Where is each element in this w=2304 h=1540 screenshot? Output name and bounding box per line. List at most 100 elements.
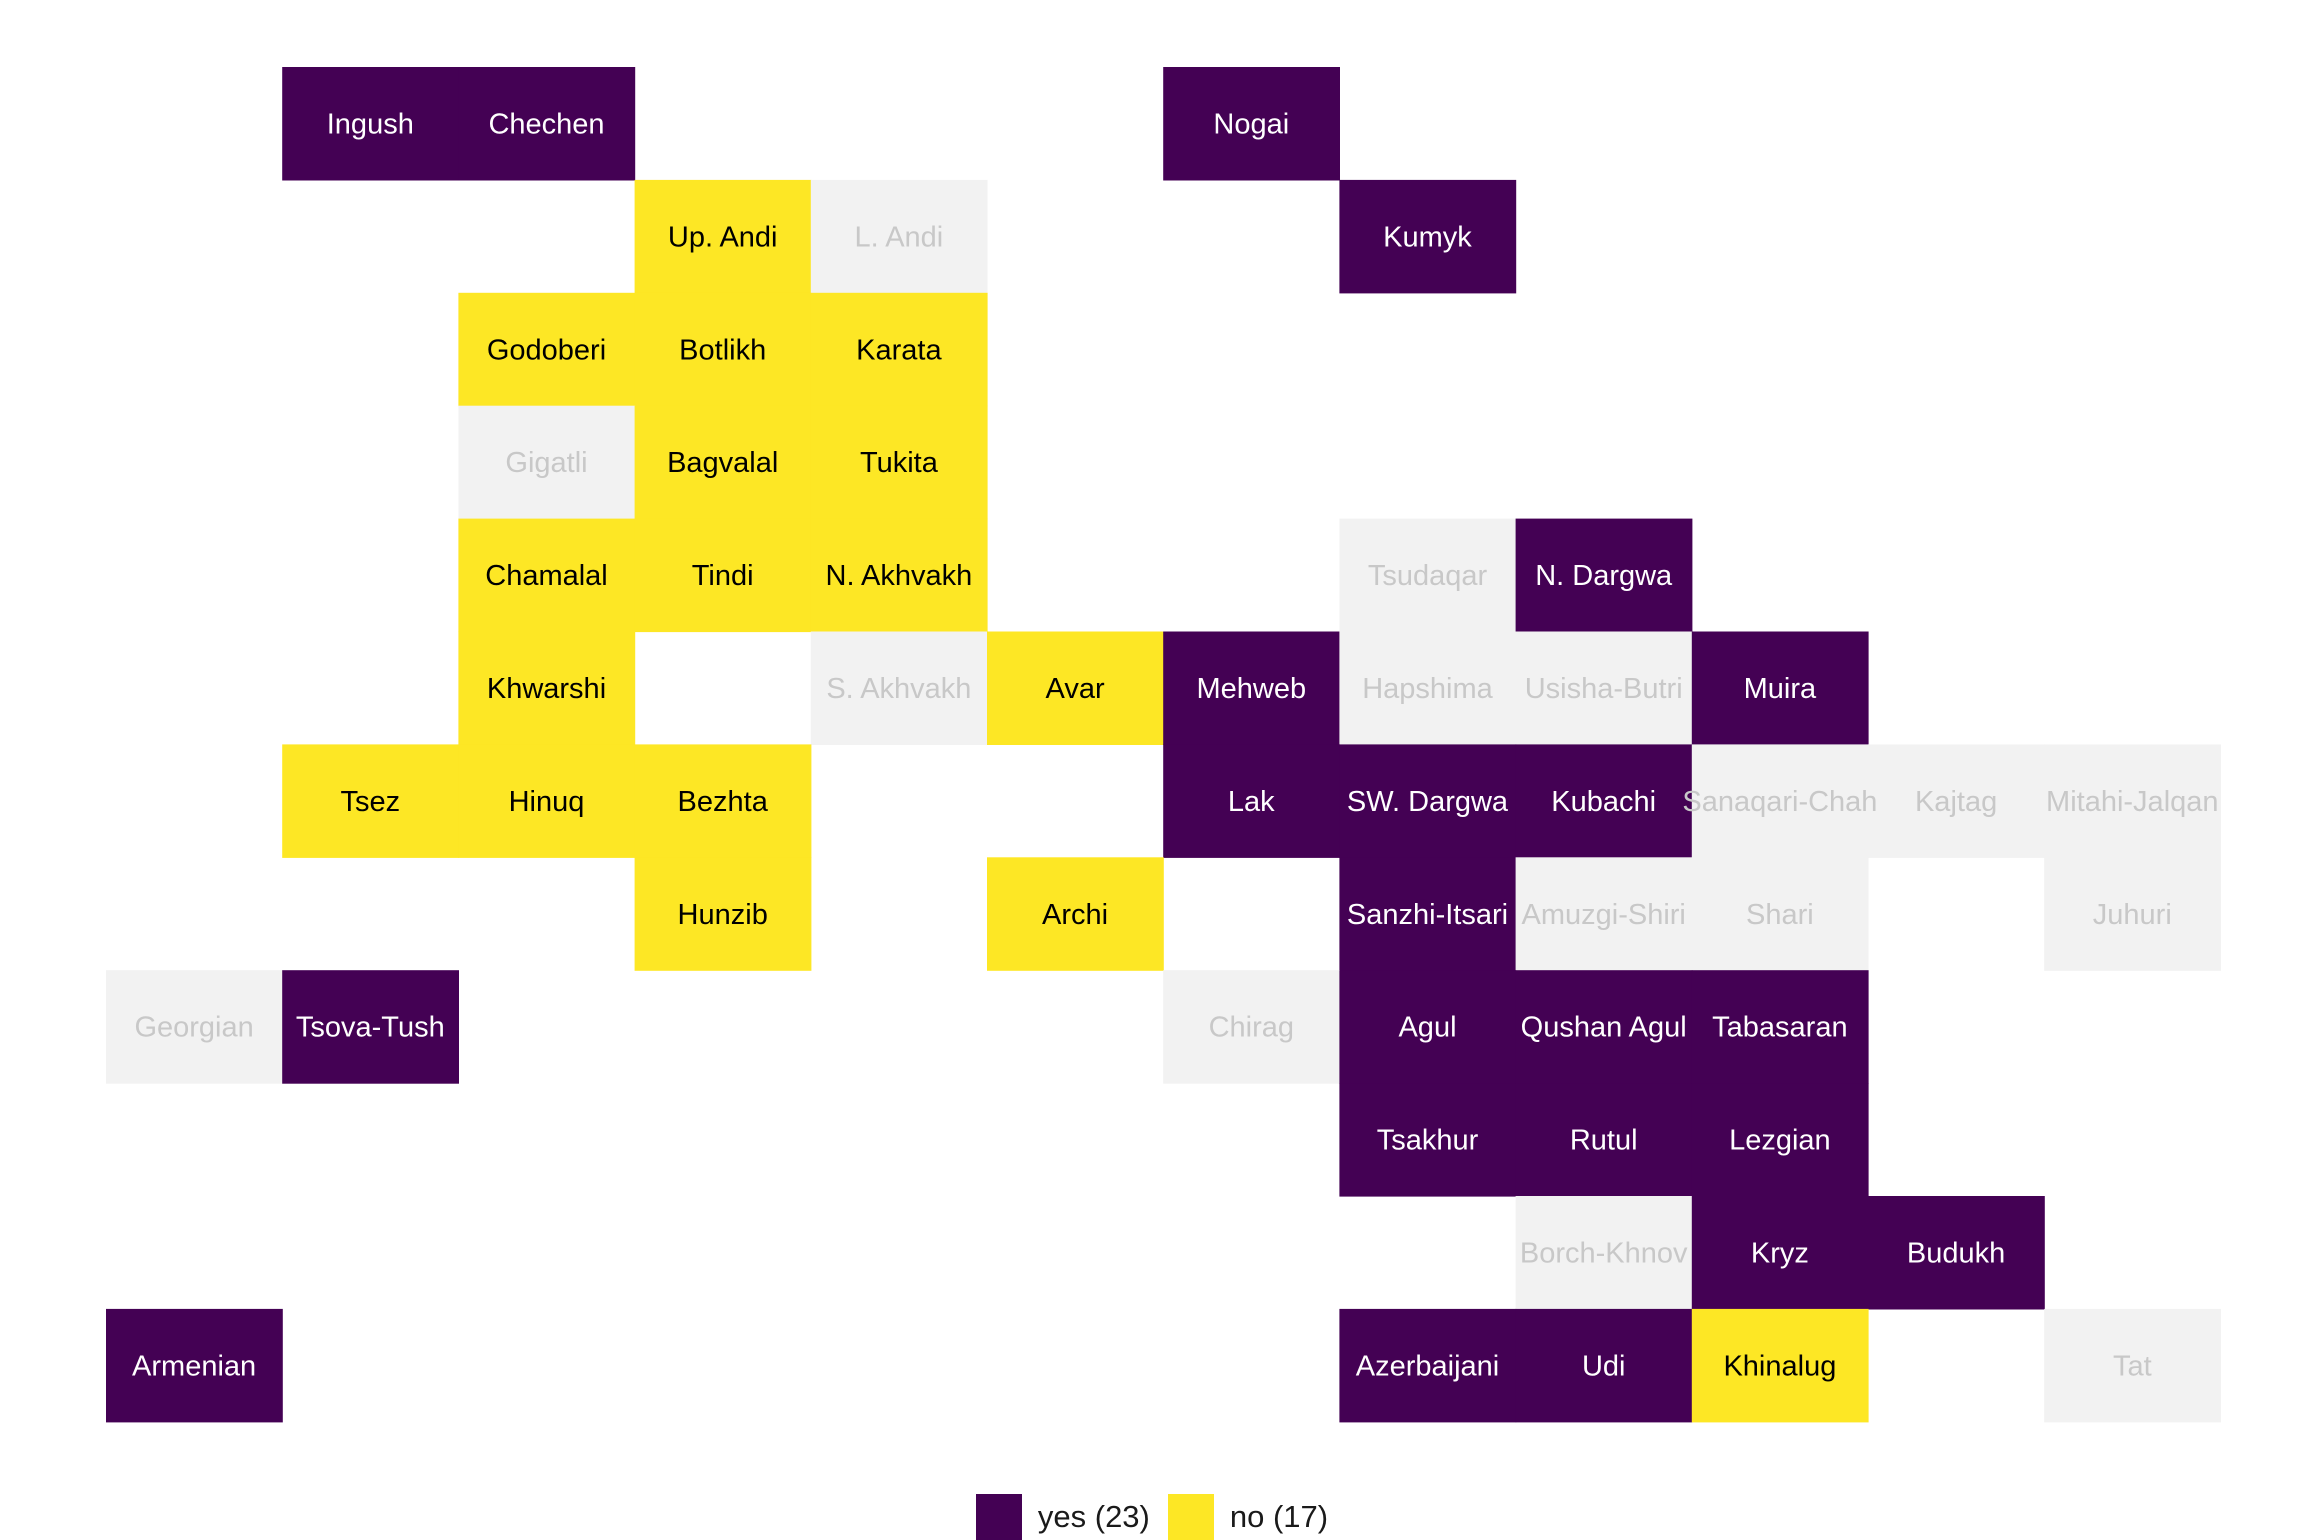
tile-khinalug — [1691, 1308, 1869, 1423]
tile-qushan-agul — [1515, 970, 1693, 1084]
tile-tsakhur — [1339, 1083, 1517, 1197]
tile-sanaqari-chah — [1691, 744, 1869, 858]
tile-label-muira: Muira — [1744, 673, 1817, 705]
tile-label-budukh: Budukh — [1907, 1238, 2005, 1270]
tile-chechen — [458, 67, 636, 181]
tile-hinuq — [458, 744, 636, 858]
tile-tat — [2044, 1308, 2221, 1423]
tile-kryz — [1691, 1196, 1869, 1310]
tile-chamalal — [458, 518, 636, 633]
tile-label-karata: Karata — [856, 334, 942, 366]
tile-up-andi — [634, 179, 812, 294]
tile-udi — [1515, 1308, 1693, 1423]
tile-label-hunzib: Hunzib — [678, 899, 768, 931]
tile-avar — [987, 631, 1164, 745]
tile-kubachi — [1515, 744, 1693, 858]
tile-tukita — [810, 405, 988, 520]
tile-label-tsez: Tsez — [340, 786, 400, 818]
legend-item-no: no (17) — [1167, 1494, 1329, 1540]
tile-label-tindi: Tindi — [692, 560, 754, 592]
legend-item-yes: yes (23) — [975, 1494, 1150, 1540]
tile-archi — [987, 857, 1164, 971]
tile-s-akhvakh — [810, 631, 988, 745]
tile-juhuri — [2044, 857, 2221, 971]
tile-tsez — [282, 744, 459, 858]
legend: yes (23) no (17) — [0, 1494, 2304, 1540]
tile-label-armenian: Armenian — [132, 1350, 256, 1382]
tile-label-khwarshi: Khwarshi — [487, 673, 606, 705]
tile-label-hapshima: Hapshima — [1362, 673, 1493, 705]
tile-label-chirag: Chirag — [1209, 1012, 1294, 1044]
legend-label-no: no (17) — [1229, 1499, 1329, 1534]
tile-rutul — [1515, 1083, 1693, 1197]
tile-label-tsudaqar: Tsudaqar — [1368, 560, 1488, 592]
legend-swatch-yes — [975, 1494, 1022, 1540]
tile-label-kajtag: Kajtag — [1915, 786, 1997, 818]
tile-label-tsakhur: Tsakhur — [1377, 1125, 1479, 1157]
tile-n-dargwa — [1515, 518, 1693, 633]
tile-gigatli — [458, 405, 636, 520]
tile-label-ingush: Ingush — [327, 108, 414, 140]
tile-shari — [1691, 857, 1869, 971]
tile-label-usisha-butri: Usisha-Butri — [1525, 673, 1683, 705]
tile-hunzib — [634, 857, 812, 971]
tile-tsova-tush — [282, 970, 459, 1084]
tile-label-juhuri: Juhuri — [2093, 899, 2172, 931]
tile-label-kryz: Kryz — [1751, 1238, 1809, 1270]
tile-label-up-andi: Up. Andi — [668, 221, 778, 253]
tile-label-godoberi: Godoberi — [487, 334, 606, 366]
tile-nogai — [1163, 67, 1340, 181]
tile-label-avar: Avar — [1046, 673, 1105, 705]
tile-label-mitahi-jalqan: Mitahi-Jalqan — [2046, 786, 2218, 818]
tile-label-qushan-agul: Qushan Agul — [1521, 1012, 1687, 1044]
tile-label-udi: Udi — [1582, 1350, 1626, 1382]
tile-usisha-butri — [1515, 631, 1693, 745]
tile-label-hinuq: Hinuq — [509, 786, 585, 818]
tile-label-n-dargwa: N. Dargwa — [1535, 560, 1673, 592]
tile-label-tukita: Tukita — [860, 447, 939, 479]
tile-label-sw-dargwa: SW. Dargwa — [1347, 786, 1509, 818]
tile-label-tat: Tat — [2113, 1350, 2152, 1382]
tile-label-s-akhvakh: S. Akhvakh — [826, 673, 971, 705]
tile-label-borch-khnov: Borch-Khnov — [1520, 1238, 1688, 1270]
tile-mitahi-jalqan — [2044, 744, 2221, 858]
legend-swatch-no — [1167, 1494, 1214, 1540]
tile-lak — [1163, 744, 1340, 858]
tile-label-botlikh: Botlikh — [679, 334, 766, 366]
tile-khwarshi — [458, 631, 636, 745]
tile-tindi — [634, 518, 812, 633]
tile-label-gigatli: Gigatli — [505, 447, 587, 479]
tile-label-bagvalal: Bagvalal — [667, 447, 778, 479]
tile-tabasaran — [1691, 970, 1869, 1084]
tile-borch-khnov — [1515, 1196, 1693, 1310]
tile-ingush — [282, 67, 459, 181]
tile-label-l-andi: L. Andi — [855, 221, 944, 253]
tile-chirag — [1163, 970, 1340, 1084]
tile-karata — [810, 292, 988, 407]
tile-agul — [1339, 970, 1517, 1084]
tile-label-kumyk: Kumyk — [1383, 221, 1472, 253]
tile-label-kubachi: Kubachi — [1551, 786, 1656, 818]
tile-label-rutul: Rutul — [1570, 1125, 1638, 1157]
tile-godoberi — [458, 292, 636, 407]
tile-azerbaijani — [1339, 1308, 1517, 1423]
tile-sanzhi-itsari — [1339, 857, 1517, 971]
tile-label-lak: Lak — [1228, 786, 1275, 818]
tile-label-sanaqari-chah: Sanaqari-Chah — [1682, 786, 1877, 818]
tile-sw-dargwa — [1339, 744, 1517, 858]
tile-budukh — [1868, 1196, 2045, 1310]
tile-armenian — [106, 1308, 283, 1423]
tile-label-chamalal: Chamalal — [485, 560, 608, 592]
tile-kajtag — [1868, 744, 2045, 858]
tile-label-n-akhvakh: N. Akhvakh — [826, 560, 973, 592]
tile-label-amuzgi-shiri: Amuzgi-Shiri — [1522, 899, 1686, 931]
tile-label-mehweb: Mehweb — [1196, 673, 1306, 705]
tile-amuzgi-shiri — [1515, 857, 1693, 971]
tile-label-tsova-tush: Tsova-Tush — [296, 1012, 445, 1044]
tile-label-lezgian: Lezgian — [1729, 1125, 1831, 1157]
tile-hapshima — [1339, 631, 1517, 745]
tile-georgian — [106, 970, 283, 1084]
tile-tsudaqar — [1339, 518, 1517, 633]
tile-label-azerbaijani: Azerbaijani — [1356, 1350, 1499, 1382]
